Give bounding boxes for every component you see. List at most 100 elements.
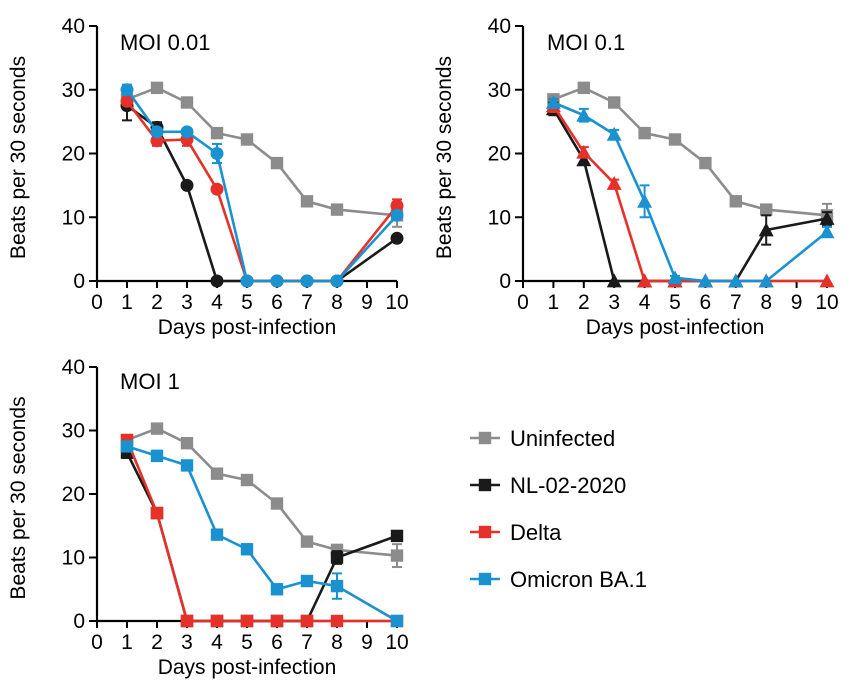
x-tick-label: 3 [181, 631, 193, 654]
legend-label: Omicron BA.1 [510, 567, 647, 592]
y-axis-title: Beats per 30 seconds [433, 56, 456, 259]
data-point [270, 614, 284, 628]
y-axis-title: Beats per 30 seconds [7, 396, 30, 599]
legend-item-delta: Delta [470, 520, 562, 545]
data-point [300, 535, 314, 548]
data-point [760, 203, 773, 216]
data-point [330, 614, 344, 628]
y-tick-label: 20 [488, 143, 511, 166]
x-tick-label: 0 [517, 291, 529, 314]
data-point [270, 583, 284, 596]
x-axis-title: Days post-infection [158, 316, 337, 339]
x-tick-label: 3 [608, 291, 620, 314]
panel-title: MOI 1 [120, 369, 180, 394]
series-delta [545, 98, 835, 288]
data-point [330, 579, 344, 593]
data-point [390, 549, 404, 562]
series-delta [120, 433, 404, 628]
y-tick-label: 30 [488, 79, 511, 102]
data-point [240, 133, 254, 146]
data-point [668, 133, 682, 146]
data-point [180, 437, 194, 450]
data-point [210, 467, 224, 480]
x-axis-title: Days post-infection [586, 316, 765, 339]
x-tick-label: 8 [331, 291, 343, 314]
data-point [270, 497, 284, 510]
data-point [240, 614, 254, 628]
legend-marker [478, 478, 492, 492]
legend-item-omicron-ba-1: Omicron BA.1 [470, 567, 647, 592]
x-tick-label: 5 [669, 291, 681, 314]
panel-title: MOI 0.1 [547, 30, 625, 55]
data-point [150, 422, 164, 435]
data-point [637, 273, 653, 288]
x-tick-label: 1 [548, 291, 560, 314]
series-omicron-ba-1 [120, 83, 404, 288]
data-point [270, 274, 284, 288]
data-point [637, 193, 653, 208]
series-line [125, 439, 397, 623]
series-line [126, 86, 398, 217]
data-point [210, 274, 224, 288]
x-tick-label: 6 [700, 291, 712, 314]
data-point [577, 81, 590, 95]
data-point [638, 126, 651, 140]
data-point [300, 614, 314, 628]
data-point [180, 125, 194, 139]
data-point [390, 231, 404, 245]
series-line [125, 88, 398, 283]
x-tick-label: 8 [760, 291, 772, 314]
y-tick-label: 0 [499, 270, 511, 293]
data-point [606, 273, 622, 288]
data-point [180, 178, 194, 192]
data-point [300, 574, 314, 588]
legend-label: Uninfected [510, 426, 615, 451]
x-tick-label: 10 [815, 291, 838, 314]
data-point [240, 274, 254, 288]
x-tick-label: 5 [241, 631, 253, 654]
series-line [125, 452, 398, 623]
data-point [330, 203, 344, 216]
series-line [552, 104, 827, 283]
data-point [608, 96, 621, 109]
y-tick-label: 20 [62, 143, 85, 166]
data-point [390, 208, 404, 222]
series-line [552, 86, 828, 217]
x-tick-label: 10 [385, 631, 408, 654]
y-tick-label: 40 [488, 15, 511, 38]
data-point [699, 156, 712, 170]
legend-item-nl-02-2020: NL-02-2020 [470, 473, 626, 498]
y-axis-title: Beats per 30 seconds [7, 56, 30, 259]
x-tick-label: 0 [91, 631, 103, 654]
series-omicron-ba-1 [545, 95, 835, 288]
x-tick-label: 6 [271, 291, 283, 314]
series-uninfected [120, 422, 404, 569]
legend-marker [478, 525, 492, 539]
data-point [729, 195, 742, 208]
x-tick-label: 1 [121, 291, 133, 314]
panel-title: MOI 0.01 [120, 30, 210, 55]
data-point [576, 144, 592, 159]
x-tick-label: 5 [241, 291, 253, 314]
data-point [576, 107, 592, 122]
series-uninfected [547, 81, 834, 228]
series-line [552, 101, 828, 283]
series-line [126, 445, 398, 623]
x-tick-label: 7 [730, 291, 742, 314]
y-tick-label: 0 [73, 610, 85, 633]
data-point [667, 270, 683, 285]
y-tick-label: 20 [62, 483, 85, 506]
data-point [210, 614, 224, 628]
x-tick-label: 2 [151, 291, 163, 314]
data-point [819, 211, 835, 225]
x-tick-label: 7 [301, 291, 313, 314]
data-point [210, 147, 224, 160]
data-point [240, 473, 254, 487]
x-axis-title: Days post-infection [158, 656, 337, 679]
series-omicron-ba-1 [120, 440, 404, 628]
y-tick-label: 0 [73, 270, 85, 293]
